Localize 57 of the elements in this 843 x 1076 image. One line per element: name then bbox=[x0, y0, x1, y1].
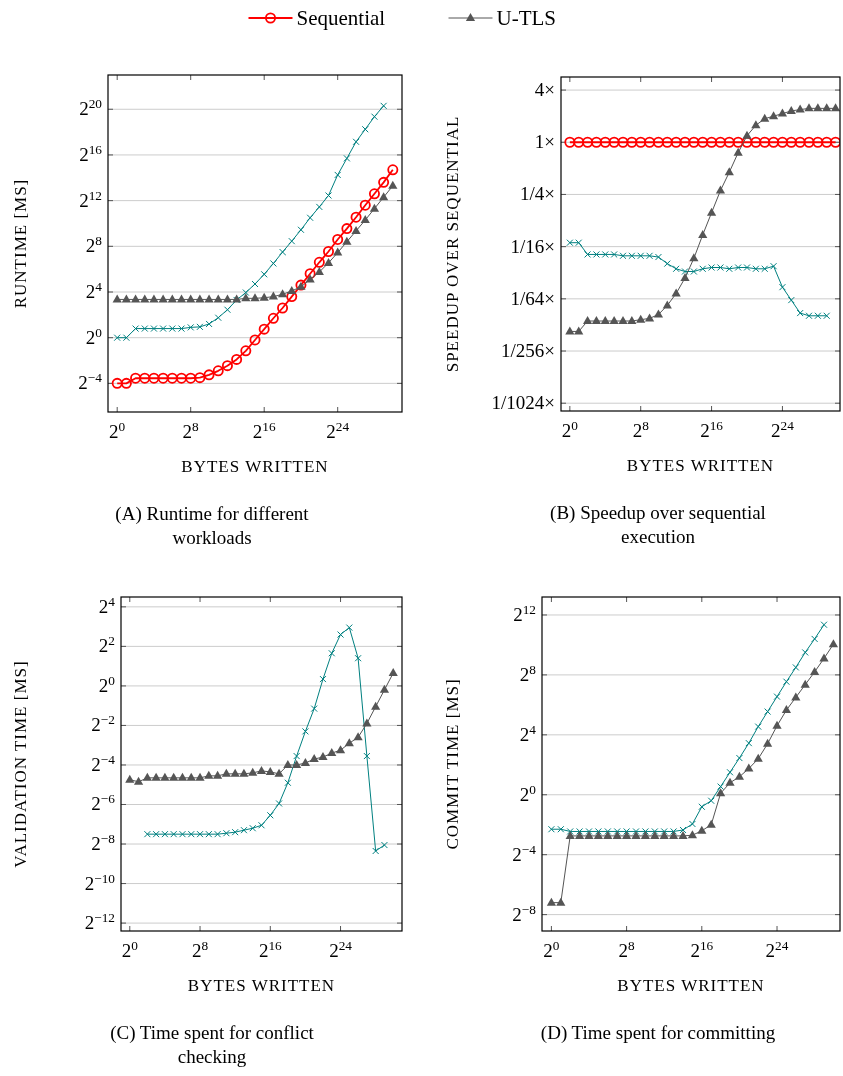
y-tick-label: 2$^{−2}$ bbox=[91, 711, 115, 736]
y-tick-label: 1/64× bbox=[510, 287, 555, 309]
y-tick-label: 2$^{−4}$ bbox=[91, 751, 116, 775]
y-tick-label: 2$^{8}$ bbox=[519, 661, 537, 685]
x-axis-title: BYTES WRITTEN bbox=[181, 457, 329, 476]
legend-label: Sequential bbox=[296, 6, 386, 30]
x-tick-label: 2$^{24}$ bbox=[326, 418, 350, 442]
y-tick-label: 2$^{−8}$ bbox=[91, 830, 116, 855]
x-tick-label: 2$^{8}$ bbox=[618, 937, 636, 961]
y-tick-label: 2$^{0}$ bbox=[519, 781, 537, 805]
x-axis-title: BYTES WRITTEN bbox=[187, 976, 336, 995]
y-tick-label: 2$^{4}$ bbox=[85, 278, 103, 302]
text: (A) Runtime for different workloads bbox=[115, 503, 310, 548]
y-tick-label: 2$^{4}$ bbox=[519, 721, 537, 745]
x-tick-label: 2$^{16}$ bbox=[258, 937, 283, 961]
x-tick-label: 2$^{8}$ bbox=[632, 417, 650, 441]
y-tick-label: 2$^{−4}$ bbox=[78, 369, 103, 394]
x-tick-label: 2$^{8}$ bbox=[191, 937, 209, 961]
text: (B) Speedup over sequential execution bbox=[550, 502, 766, 547]
x-tick-label: 2$^{16}$ bbox=[700, 417, 724, 441]
y-tick-label: 2$^{−12}$ bbox=[84, 909, 115, 934]
y-tick-label: 1× bbox=[534, 131, 555, 153]
x-tick-label: 2$^{16}$ bbox=[252, 418, 276, 442]
y-tick-label: 1/16× bbox=[510, 235, 555, 257]
x-tick-label: 2$^{0}$ bbox=[121, 937, 139, 961]
text: (D) Time spent for committing bbox=[540, 1022, 776, 1044]
y-axis-title: RUNTIME [MS] bbox=[11, 178, 30, 309]
y-tick-label: 2$^{8}$ bbox=[85, 232, 103, 257]
y-tick-label: 2$^{12}$ bbox=[79, 187, 102, 211]
y-tick-label: 2$^{−4}$ bbox=[512, 841, 537, 865]
y-tick-label: 2$^{0}$ bbox=[98, 672, 116, 696]
x-tick-label: 2$^{0}$ bbox=[561, 417, 579, 441]
x-tick-label: 2$^{24}$ bbox=[765, 937, 789, 961]
y-tick-label: 4× bbox=[534, 79, 555, 101]
y-tick-label: 2$^{0}$ bbox=[85, 324, 103, 348]
x-tick-label: 2$^{16}$ bbox=[690, 937, 714, 961]
y-tick-label: 2$^{12}$ bbox=[513, 601, 536, 625]
y-axis-title: VALIDATION TIME [MS] bbox=[11, 660, 30, 868]
y-tick-label: 2$^{−10}$ bbox=[84, 870, 116, 894]
legend-label: U-TLS bbox=[496, 6, 556, 30]
y-tick-label: 1/1024× bbox=[491, 392, 555, 414]
y-tick-label: 2$^{−8}$ bbox=[512, 901, 537, 925]
x-axis-title: BYTES WRITTEN bbox=[626, 456, 775, 475]
y-tick-label: 2$^{−6}$ bbox=[91, 791, 116, 815]
y-tick-label: 2$^{2}$ bbox=[98, 632, 115, 657]
y-tick-label: 1/256× bbox=[501, 340, 555, 362]
y-tick-label: 2$^{16}$ bbox=[79, 141, 103, 165]
y-axis-title: SPEEDUP OVER SEQUENTIAL bbox=[443, 115, 462, 373]
x-tick-label: 2$^{8}$ bbox=[182, 418, 200, 442]
x-axis-title: BYTES WRITTEN bbox=[617, 976, 765, 995]
y-tick-label: 2$^{20}$ bbox=[79, 95, 103, 120]
x-tick-label: 2$^{24}$ bbox=[329, 937, 353, 961]
y-tick-label: 1/4× bbox=[520, 183, 555, 205]
y-axis-title: COMMIT TIME [MS] bbox=[443, 678, 462, 850]
text: (C) Time spent for conflict checking bbox=[110, 1022, 315, 1067]
y-tick-label: 2$^{4}$ bbox=[98, 593, 116, 617]
x-tick-label: 2$^{24}$ bbox=[771, 417, 795, 441]
